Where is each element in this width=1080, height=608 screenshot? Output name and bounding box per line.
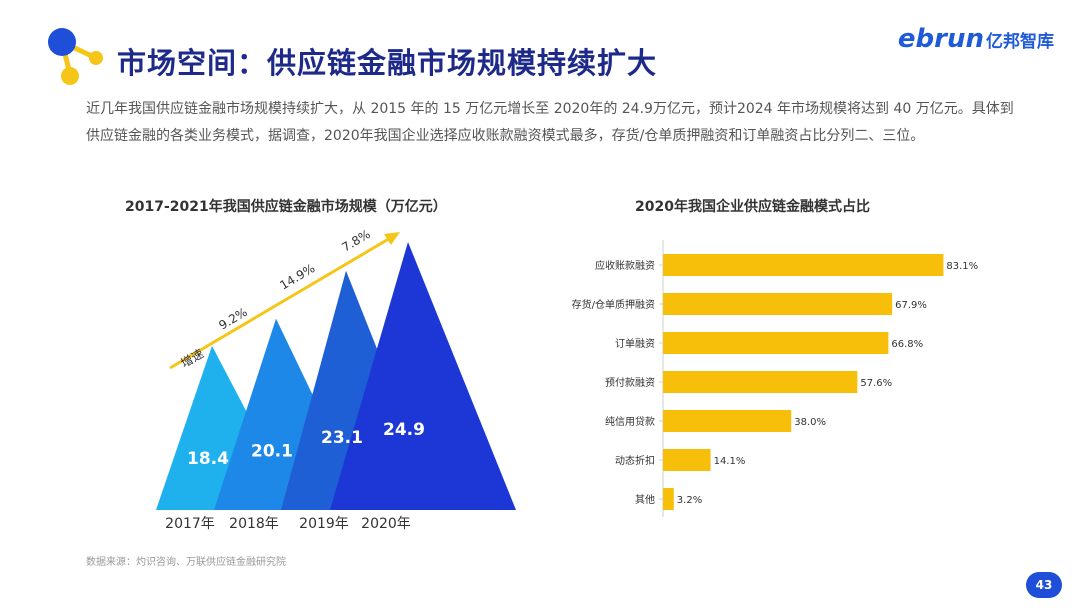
mode-category-label: 存货/仓单质押融资 (572, 298, 655, 311)
page-number-badge: 43 (1026, 572, 1062, 598)
mode-category-label: 预付款融资 (605, 376, 655, 389)
mode-share-bar (663, 410, 792, 432)
mode-share-value-label: 14.1% (714, 456, 746, 467)
growth-arrow-line (169, 235, 393, 370)
mode-share-value-label: 38.0% (794, 417, 826, 428)
growth-rate-label: 14.9% (277, 261, 317, 292)
brand-logo: ebrun 亿邦智库 (898, 24, 1054, 54)
mode-category-label: 动态折扣 (615, 454, 655, 467)
year-tick-label: 2019年 (299, 516, 349, 532)
mode-share-bar (663, 371, 858, 393)
growth-rate-label: 9.2% (216, 305, 249, 333)
mode-share-value-label: 3.2% (677, 495, 702, 506)
year-tick-label: 2017年 (165, 516, 215, 532)
mode-share-bar (663, 254, 944, 276)
molecule-logo-icon (48, 28, 103, 85)
mode-share-value-label: 67.9% (895, 300, 927, 311)
mode-share-bar (663, 293, 893, 315)
mode-share-chart: 应收账款融资 83.1% 存货/仓单质押融资 67.9% 订单融资 66.8% 预付款融资 5… (572, 240, 978, 517)
market-size-value-label: 24.9 (383, 420, 425, 440)
market-size-value-label: 20.1 (251, 441, 293, 461)
market-size-value-label: 18.4 (187, 449, 229, 469)
market-size-value-label: 23.1 (321, 428, 363, 448)
mode-share-value-label: 57.6% (860, 378, 892, 389)
mode-category-label: 订单融资 (615, 338, 655, 350)
mode-category-label: 其他 (635, 493, 655, 506)
mode-share-bar (663, 332, 889, 354)
mode-category-label: 应收账款融资 (595, 259, 655, 272)
mode-share-value-label: 66.8% (891, 339, 923, 350)
mode-share-value-label: 83.1% (946, 261, 978, 272)
description-paragraph: 近几年我国供应链金融市场规模持续扩大，从 2015 年的 15 万亿元增长至 2… (86, 101, 1014, 144)
brand-cn: 亿邦智库 (986, 32, 1054, 52)
brand-latin: ebrun (897, 24, 984, 54)
mode-category-label: 纯信用贷款 (605, 415, 655, 428)
year-tick-label: 2020年 (361, 516, 411, 532)
data-source-note: 数据来源：灼识咨询、万联供应链金融研究院 (86, 557, 286, 568)
year-tick-label: 2018年 (229, 516, 279, 532)
mode-share-bar (663, 488, 674, 510)
mode-share-bar (663, 449, 711, 471)
mode-share-chart-title: 2020年我国企业供应链金融模式占比 (635, 199, 870, 215)
growth-arrow-head (384, 232, 400, 245)
market-size-chart-title: 2017-2021年我国供应链金融市场规模（万亿元） (125, 199, 447, 215)
market-size-peak (330, 242, 516, 510)
page-title: 市场空间：供应链金融市场规模持续扩大 (117, 46, 658, 80)
